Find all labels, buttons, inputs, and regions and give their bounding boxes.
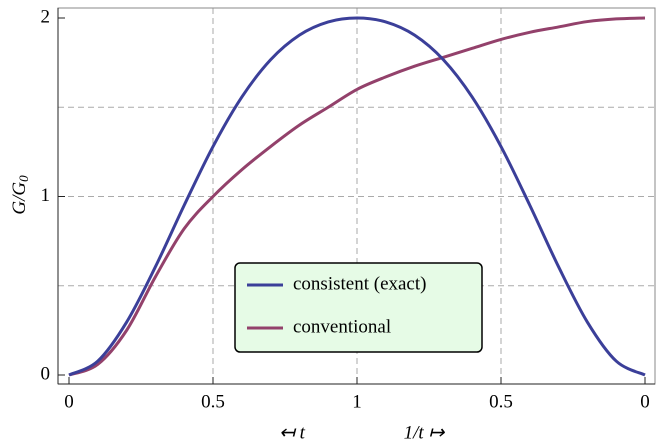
legend-label: consistent (exact) (293, 273, 426, 294)
legend: consistent (exact) conventional (234, 262, 483, 353)
y-label-main: G/G (9, 182, 30, 215)
x-tick-label: 0 (640, 391, 650, 412)
y-label-sub: 0 (16, 175, 31, 182)
x-tick-label: 0 (64, 391, 74, 412)
line-series (68, 16, 646, 377)
y-tick-label: 0 (41, 363, 51, 384)
legend-label: conventional (293, 316, 391, 337)
x-axis-label-left: ↤ t (279, 422, 306, 443)
x-axis-label-right: 1/t ↦ (404, 422, 446, 443)
y-tick-label: 1 (41, 185, 51, 206)
x-tick-label: 0.5 (489, 391, 513, 412)
x-tick-label: 0.5 (201, 391, 225, 412)
y-axis-label: G/G0 (9, 175, 31, 215)
y-tick-label: 2 (41, 6, 51, 27)
line-series (68, 16, 646, 377)
legend-box (234, 262, 483, 353)
x-tick-label: 1 (352, 391, 362, 412)
